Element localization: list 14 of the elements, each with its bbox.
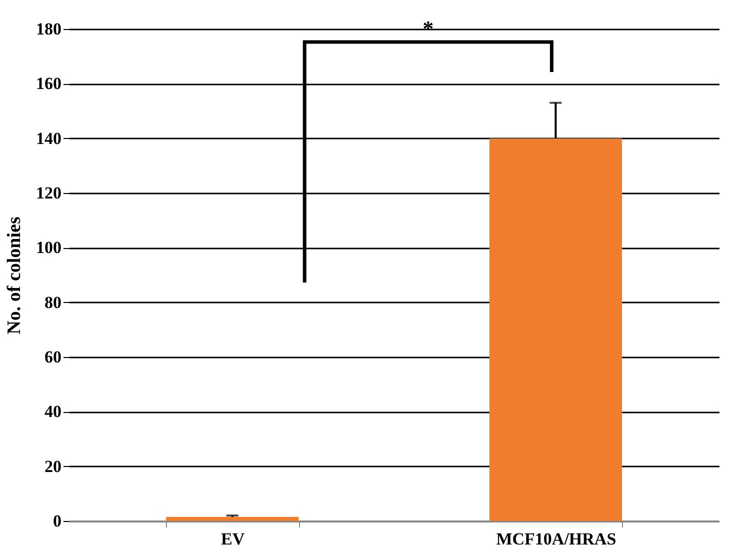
y-tick-label: 0: [53, 512, 62, 530]
y-tick-label: 120: [36, 184, 62, 202]
y-tick-label: 80: [44, 292, 62, 312]
y-tick-label: 100: [36, 238, 62, 258]
y-tick-label: 60: [44, 348, 62, 366]
y-tick-label: 160: [36, 74, 62, 94]
y-tick-label: 40: [44, 402, 62, 422]
y-tick-label: 180: [36, 20, 62, 38]
x-tick-label: MCF10A/HRAS: [496, 530, 616, 548]
y-tick-label: 20: [44, 456, 62, 476]
y-tick-label: 140: [36, 128, 62, 148]
x-tick-label: EV: [220, 530, 246, 548]
annotation: *: [422, 16, 434, 41]
y-axis-title: No. of colonies: [4, 216, 25, 334]
